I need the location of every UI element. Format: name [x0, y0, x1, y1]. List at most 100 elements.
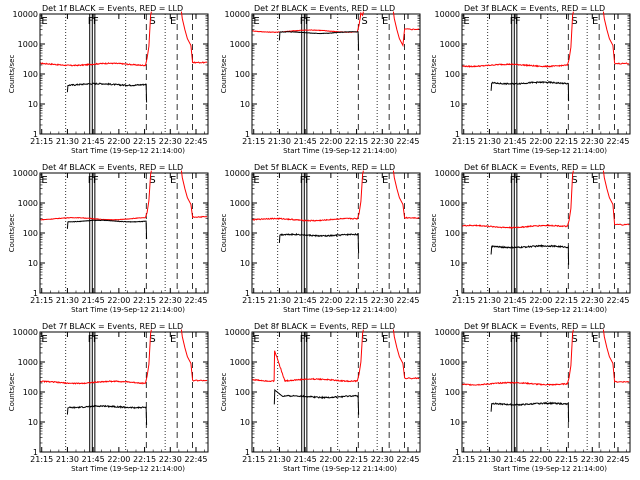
panel-det-1: Det 1f BLACK = Events, RED = LLD 1 10 100 10…	[8, 4, 209, 155]
marker-label: F	[305, 175, 311, 186]
events-trace	[490, 244, 570, 265]
x-tick-label: 21:45	[504, 137, 527, 146]
marker-label: E	[253, 334, 259, 345]
x-tick-label: 21:30	[268, 137, 291, 146]
y-tick-label: 1	[455, 448, 460, 457]
x-tick-label: 21:15	[30, 137, 53, 146]
y-tick-label: 100	[23, 388, 38, 397]
x-tick-label: 22:45	[606, 137, 629, 146]
marker-label: E	[592, 175, 598, 186]
x-tick-label: 22:45	[184, 296, 207, 305]
x-tick-label: 22:15	[133, 137, 156, 146]
x-tick-label: 22:30	[581, 296, 604, 305]
x-tick-label: 21:15	[452, 455, 475, 464]
y-tick-label: 1	[245, 448, 250, 457]
x-tick-label: 22:15	[345, 137, 368, 146]
marker-label: F	[93, 16, 99, 27]
marker-label: E	[41, 16, 47, 27]
panel-det-9: Det 9f BLACK = Events, RED = LLD 1 10 100 10…	[430, 322, 631, 473]
panel-title: Det 2f BLACK = Events, RED = LLD	[254, 4, 395, 13]
plot-frame	[251, 172, 421, 294]
events-trace	[66, 404, 148, 425]
x-tick-label: 21:30	[56, 455, 79, 464]
x-tick-label: 22:30	[371, 455, 394, 464]
x-tick-label: 21:15	[30, 455, 53, 464]
plot-frame	[461, 172, 631, 294]
x-tick-label: 22:45	[396, 137, 419, 146]
x-tick-label: 21:15	[452, 137, 475, 146]
y-tick-label: 100	[445, 229, 460, 238]
x-tick-label: 21:30	[478, 455, 501, 464]
x-tick-label: 21:15	[452, 296, 475, 305]
y-tick-label: 1000	[18, 199, 38, 208]
y-tick-label: 10	[240, 259, 250, 268]
marker-label: S	[149, 16, 155, 27]
marker-label: F	[88, 175, 94, 186]
y-tick-label: 100	[445, 70, 460, 79]
x-axis-title: Start Time (19-Sep-12 21:14:00)	[283, 465, 397, 473]
marker-label: E	[592, 334, 598, 345]
panel-title: Det 9f BLACK = Events, RED = LLD	[464, 322, 605, 331]
y-tick-label: 100	[235, 70, 250, 79]
x-tick-label: 21:15	[30, 296, 53, 305]
y-tick-label: 100	[235, 388, 250, 397]
marker-label: F	[510, 175, 516, 186]
panel-title: Det 3f BLACK = Events, RED = LLD	[464, 4, 605, 13]
marker-label: S	[361, 334, 367, 345]
panel-title: Det 1f BLACK = Events, RED = LLD	[42, 4, 183, 13]
lld-trace-late	[392, 170, 420, 219]
x-tick-label: 21:45	[294, 137, 317, 146]
plot-frame	[461, 13, 631, 135]
lld-trace	[40, 11, 152, 67]
lld-trace-late	[602, 329, 630, 384]
panel-title: Det 4f BLACK = Events, RED = LLD	[42, 163, 183, 172]
y-tick-label: 100	[23, 70, 38, 79]
lld-trace	[462, 329, 574, 386]
panel-det-8: Det 8f BLACK = Events, RED = LLD 1 10 100 10…	[220, 322, 421, 473]
x-tick-label: 22:15	[345, 296, 368, 305]
x-tick-label: 21:30	[478, 296, 501, 305]
plot-frame	[39, 331, 209, 453]
marker-label: S	[149, 175, 155, 186]
marker-label: E	[253, 175, 259, 186]
y-tick-label: 10000	[225, 328, 250, 337]
marker-label: F	[305, 334, 311, 345]
y-tick-label: 10000	[435, 328, 460, 337]
marker-label: E	[463, 175, 469, 186]
marker-label: E	[170, 334, 176, 345]
y-tick-label: 10	[450, 259, 460, 268]
x-tick-label: 22:15	[133, 296, 156, 305]
y-tick-label: 1000	[440, 358, 460, 367]
panel-det-5: Det 5f BLACK = Events, RED = LLD 1 10 100 10…	[220, 163, 421, 314]
lld-trace-late	[180, 329, 208, 382]
x-tick-label: 22:00	[319, 137, 342, 146]
x-tick-label: 22:00	[529, 137, 552, 146]
marker-label: S	[571, 175, 577, 186]
marker-label: E	[592, 16, 598, 27]
y-axis-title: Counts/sec	[220, 55, 228, 94]
y-tick-label: 10000	[435, 169, 460, 178]
y-tick-label: 10000	[13, 10, 38, 19]
x-axis-title: Start Time (19-Sep-12 21:14:00)	[71, 306, 185, 314]
marker-label: E	[253, 16, 259, 27]
plot-frame	[461, 331, 631, 453]
y-tick-label: 1	[245, 130, 250, 139]
x-tick-label: 22:45	[606, 296, 629, 305]
lld-trace	[462, 170, 574, 229]
y-tick-label: 1000	[230, 358, 250, 367]
y-tick-label: 10	[240, 418, 250, 427]
x-tick-label: 22:00	[529, 455, 552, 464]
y-tick-label: 1	[33, 130, 38, 139]
lld-trace-late	[602, 11, 630, 65]
y-tick-label: 1000	[230, 199, 250, 208]
events-trace	[273, 388, 360, 415]
marker-label: F	[300, 16, 306, 27]
x-tick-label: 22:00	[529, 296, 552, 305]
marker-label: F	[305, 16, 311, 27]
x-axis-title: Start Time (19-Sep-12 21:14:00)	[71, 465, 185, 473]
x-axis-title: Start Time (19-Sep-12 21:14:00)	[71, 147, 185, 155]
x-tick-label: 21:15	[242, 455, 265, 464]
x-tick-label: 22:15	[345, 455, 368, 464]
y-axis-title: Counts/sec	[8, 55, 16, 94]
x-axis-title: Start Time (19-Sep-12 21:14:00)	[493, 465, 607, 473]
